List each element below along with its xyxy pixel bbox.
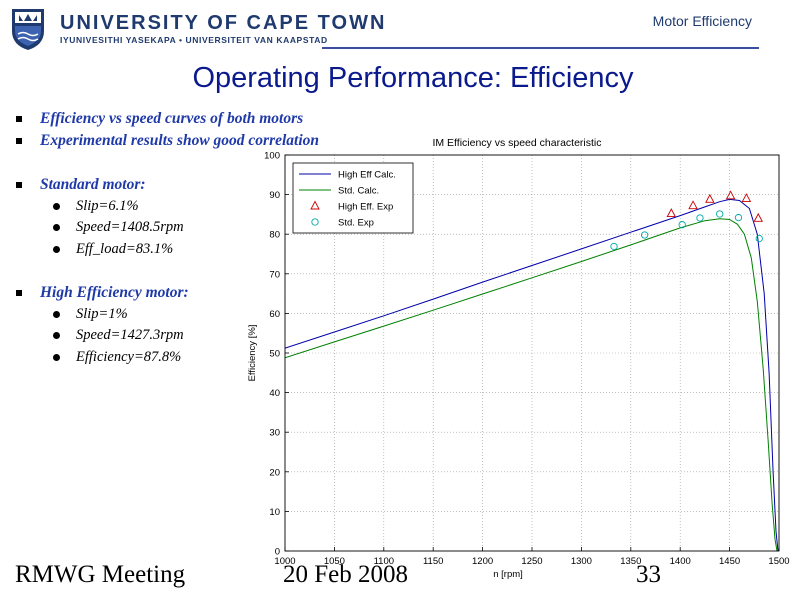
y-tick-label: 70	[269, 269, 280, 280]
y-tick-label: 50	[269, 349, 280, 360]
x-axis-label: n [rpm]	[493, 569, 523, 580]
footer-date: 20 Feb 2008	[283, 561, 408, 588]
x-tick-label: 1450	[719, 556, 740, 567]
high-exp-point	[688, 200, 698, 210]
bullet-standard-slip: Slip=6.1%	[14, 196, 394, 218]
header-divider	[322, 47, 759, 49]
y-axis-label: Efficiency [%]	[247, 325, 258, 382]
std-exp-point	[716, 210, 724, 218]
slide-header: UNIVERSITY OF CAPE TOWN IYUNIVESITHI YAS…	[0, 0, 800, 56]
bullet-high-speed: Speed=1427.3rpm	[14, 325, 394, 347]
x-tick-label: 1000	[274, 556, 295, 567]
legend-label: High Eff Calc.	[338, 170, 396, 181]
y-tick-label: 30	[269, 428, 280, 439]
y-tick-label: 0	[275, 547, 280, 558]
legend-swatch	[310, 200, 320, 210]
bullet-high-eff-motor: High Efficiency motor:	[14, 282, 394, 304]
std-exp-point	[640, 231, 649, 239]
x-tick-label: 1200	[472, 556, 493, 567]
bullet-standard-speed: Speed=1408.5rpm	[14, 217, 394, 239]
y-tick-label: 90	[269, 190, 280, 201]
x-tick-label: 1150	[423, 556, 443, 567]
x-tick-label: 1400	[670, 556, 691, 567]
x-tick-label: 1250	[521, 556, 542, 567]
series-line-1	[285, 218, 778, 551]
chart-legend	[292, 162, 414, 234]
x-tick-label: 1300	[571, 556, 592, 567]
slide-title: Operating Performance: Efficiency	[192, 62, 634, 94]
y-tick-label: 80	[269, 230, 280, 241]
legend-label: Std. Calc.	[338, 186, 379, 197]
footer-meeting: RMWG Meeting	[15, 561, 186, 588]
legend-label: Std. Exp	[338, 218, 374, 229]
y-tick-label: 10	[269, 507, 280, 518]
y-tick-label: 60	[269, 309, 280, 320]
std-exp-point	[755, 234, 763, 243]
legend-label: High Eff. Exp	[338, 202, 393, 213]
high-exp-point	[741, 193, 752, 203]
bullet-high-slip: Slip=1%	[14, 304, 394, 326]
x-tick-label: 1100	[374, 556, 394, 567]
footer-page-number: 33	[636, 561, 661, 588]
bullet-high-eff: Efficiency=87.8%	[14, 347, 394, 369]
efficiency-chart: 1000 1050 1100 1150 1200 1250 1300 1350 1400 1450…	[247, 137, 790, 580]
high-exp-point	[705, 193, 715, 203]
x-tick-label: 1050	[324, 556, 345, 567]
std-exp-point	[696, 214, 704, 222]
x-tick-label: 1500	[768, 556, 789, 567]
university-crest-icon	[12, 9, 44, 50]
std-exp-point	[678, 221, 686, 229]
bullet-list: Efficiency vs speed curves of both motor…	[14, 108, 394, 368]
bullet-intro-1: Efficiency vs speed curves of both motor…	[14, 108, 394, 130]
chart-title: IM Efficiency vs speed characteristic	[432, 137, 601, 149]
high-exp-point	[753, 212, 764, 222]
std-exp-point	[610, 242, 618, 251]
y-tick-label: 40	[269, 388, 280, 399]
bullet-intro-2: Experimental results show good correlati…	[14, 130, 394, 152]
legend-swatch	[311, 218, 319, 226]
university-subtitle: IYUNIVESITHI YASEKAPA • UNIVERSITEIT VAN…	[60, 35, 328, 45]
university-name: UNIVERSITY OF CAPE TOWN	[60, 12, 387, 34]
y-tick-label: 20	[269, 467, 280, 478]
bullet-standard-motor: Standard motor:	[14, 174, 394, 196]
y-tick-label: 100	[264, 151, 280, 162]
std-exp-point	[734, 213, 743, 222]
high-exp-point	[666, 208, 677, 218]
x-tick-label: 1350	[620, 556, 641, 567]
bullet-standard-eff: Eff_load=83.1%	[14, 239, 394, 261]
slide-topic: Motor Efficiency	[652, 13, 752, 29]
high-exp-point	[725, 190, 736, 200]
plot-frame	[284, 154, 780, 552]
series-line-0	[285, 198, 779, 551]
